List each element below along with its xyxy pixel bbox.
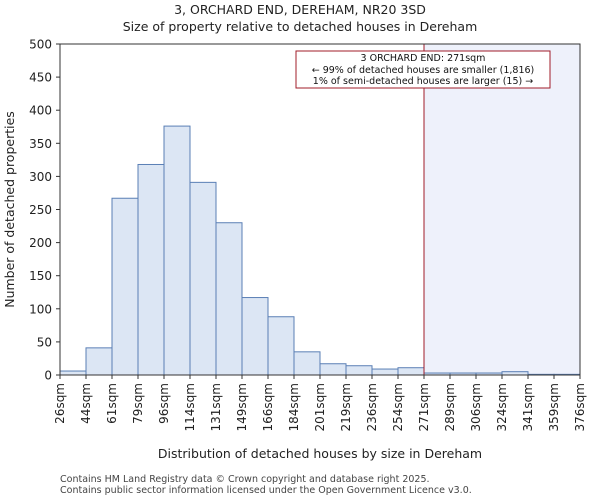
x-tick-label-79sqm: 79sqm: [131, 383, 145, 424]
bar-166sqm: [267, 316, 295, 376]
x-axis-label: Distribution of detached houses by size …: [158, 446, 482, 461]
annotation-line-1: 3 ORCHARD END: 271sqm: [361, 53, 486, 64]
y-axis-label: Number of detached properties: [2, 111, 17, 308]
bar-114sqm: [189, 181, 217, 376]
bar-236sqm: [371, 368, 399, 376]
footer-line-2: Contains public sector information licen…: [60, 485, 472, 496]
plot-frame: [59, 43, 581, 376]
annotation-line-3: 1% of semi-detached houses are larger (1…: [313, 76, 533, 87]
y-tick-label-200: 200: [29, 236, 52, 250]
y-tick-label-350: 350: [29, 137, 52, 151]
x-tick-label-376sqm: 376sqm: [573, 383, 587, 431]
y-tick-label-0: 0: [44, 369, 52, 383]
x-tick-label-44sqm: 44sqm: [79, 383, 93, 424]
bars-group: [59, 125, 581, 376]
bar-219sqm: [345, 365, 373, 376]
x-tick-label-149sqm: 149sqm: [235, 383, 249, 431]
bar-26sqm: [59, 370, 87, 376]
bar-184sqm: [293, 351, 321, 376]
bar-79sqm: [137, 163, 165, 376]
x-tick-label-341sqm: 341sqm: [521, 383, 535, 431]
x-tick-label-306sqm: 306sqm: [469, 383, 483, 431]
annotation-line-2: ← 99% of detached houses are smaller (1,…: [312, 65, 535, 76]
y-tick-label-100: 100: [29, 302, 52, 316]
y-tick-label-500: 500: [29, 38, 52, 52]
x-tick-label-96sqm: 96sqm: [157, 383, 171, 424]
bar-96sqm: [163, 125, 191, 376]
x-tick-label-131sqm: 131sqm: [209, 383, 223, 431]
bar-201sqm: [319, 363, 347, 376]
bar-61sqm: [111, 197, 139, 376]
highlight-region: [424, 44, 580, 375]
y-tick-label-50: 50: [37, 335, 52, 349]
x-tick-label-166sqm: 166sqm: [261, 383, 275, 431]
chart-subtitle: Size of property relative to detached ho…: [122, 19, 478, 34]
annotation-frame: [295, 50, 551, 89]
y-tick-label-400: 400: [29, 104, 52, 118]
annotation-box: 3 ORCHARD END: 271sqm ← 99% of detached …: [295, 50, 551, 89]
bar-254sqm: [397, 367, 425, 376]
x-tick-label-236sqm: 236sqm: [365, 383, 379, 431]
footer-line-1: Contains HM Land Registry data © Crown c…: [60, 474, 430, 485]
chart-title: 3, ORCHARD END, DEREHAM, NR20 3SD: [174, 2, 426, 17]
y-tick-label-150: 150: [29, 269, 52, 283]
x-tick-label-26sqm: 26sqm: [53, 383, 67, 424]
x-tick-label-114sqm: 114sqm: [183, 383, 197, 431]
x-axis: 26sqm 44sqm 61sqm 79sqm 96sqm 114sqm 131sqm 149…: [53, 375, 587, 431]
bar-44sqm: [85, 347, 113, 376]
y-tick-label-450: 450: [29, 71, 52, 85]
x-tick-label-219sqm: 219sqm: [339, 383, 353, 431]
x-tick-label-324sqm: 324sqm: [495, 383, 509, 431]
x-tick-label-61sqm: 61sqm: [105, 383, 119, 424]
x-tick-label-201sqm: 201sqm: [313, 383, 327, 431]
x-tick-label-254sqm: 254sqm: [391, 383, 405, 431]
x-tick-label-289sqm: 289sqm: [443, 383, 457, 431]
x-tick-label-184sqm: 184sqm: [287, 383, 301, 431]
y-tick-label-250: 250: [29, 203, 52, 217]
x-tick-label-271sqm: 271sqm: [417, 383, 431, 431]
y-axis: 0 50 100 150 200 250 300 350 400 450 500: [29, 38, 60, 383]
x-tick-label-359sqm: 359sqm: [547, 383, 561, 431]
y-tick-label-300: 300: [29, 170, 52, 184]
bar-131sqm: [215, 222, 243, 376]
bar-149sqm: [241, 297, 269, 376]
